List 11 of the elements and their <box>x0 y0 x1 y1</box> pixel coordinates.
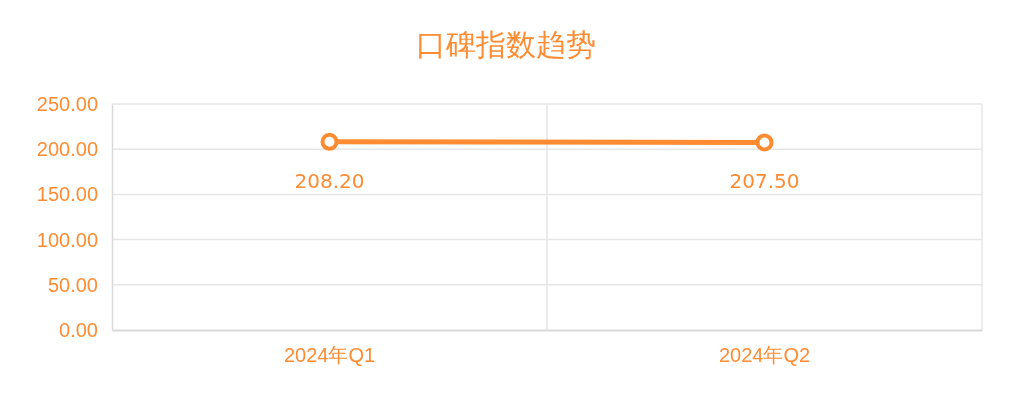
y-tick-label: 50.00 <box>47 273 98 296</box>
y-tick-label: 0.00 <box>59 318 98 341</box>
y-tick-label: 250.00 <box>36 92 98 115</box>
y-tick-label: 150.00 <box>36 183 98 206</box>
x-tick-label: 2024年Q1 <box>283 344 376 367</box>
data-label: 207.50 <box>729 169 800 194</box>
y-tick-label: 100.00 <box>36 228 98 251</box>
chart-title: 口碑指数趋势 <box>416 26 596 62</box>
y-tick-label: 200.00 <box>36 138 98 161</box>
x-tick-label: 2024年Q2 <box>718 344 811 367</box>
data-label: 208.20 <box>294 168 365 193</box>
